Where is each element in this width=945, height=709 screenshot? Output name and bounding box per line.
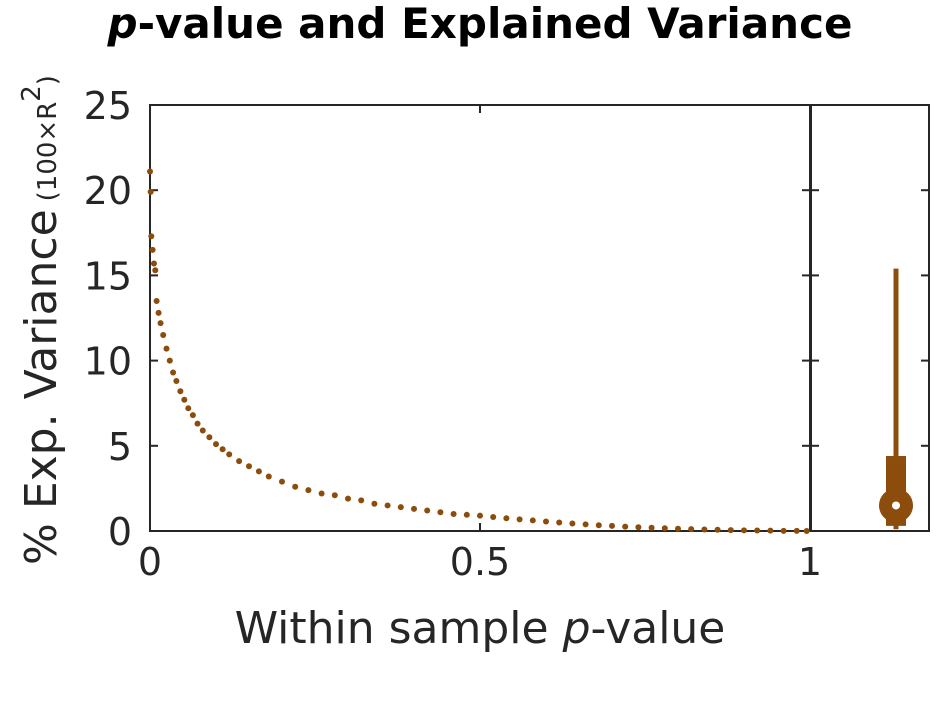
- scatter-point: [331, 492, 338, 499]
- x-tick-label: 0: [138, 540, 162, 584]
- scatter-point: [279, 478, 285, 485]
- scatter-point: [384, 502, 391, 509]
- scatter-point: [516, 516, 523, 523]
- scatter-point: [173, 378, 180, 385]
- scatter-point: [152, 267, 159, 274]
- scatter-point: [265, 473, 272, 480]
- scatter-point: [147, 188, 154, 195]
- chart-title-main: -value and Explained Variance: [138, 0, 853, 48]
- x-axis-label-suffix: -value: [591, 603, 726, 654]
- boxplot-frame: [810, 104, 930, 532]
- scatter-point: [397, 504, 404, 511]
- x-tick-label: 1: [798, 540, 822, 584]
- scatter-point: [450, 510, 457, 517]
- scatter-point: [255, 468, 262, 475]
- scatter-point: [661, 525, 668, 532]
- scatter-point: [213, 441, 219, 448]
- scatter-point: [793, 527, 800, 534]
- scatter-point: [153, 297, 160, 304]
- y-tick-label: 20: [84, 169, 132, 213]
- scatter-point: [160, 332, 167, 339]
- scatter-point: [170, 369, 177, 376]
- scatter-point: [437, 509, 444, 516]
- scatter-point: [595, 522, 602, 529]
- scatter-point: [688, 526, 695, 533]
- scatter-point: [185, 405, 192, 412]
- scatter-point: [371, 500, 378, 507]
- y-axis-label-close: ): [33, 75, 63, 85]
- scatter-point: [206, 434, 213, 441]
- scatter-point: [803, 528, 810, 534]
- scatter-point: [181, 396, 188, 403]
- scatter-point: [189, 412, 196, 419]
- scatter-point: [157, 320, 164, 327]
- x-axis-label: Within sample p-value: [235, 603, 726, 654]
- scatter-point: [609, 522, 615, 529]
- scatter-point: [714, 526, 721, 533]
- scatter-point: [569, 520, 576, 527]
- scatter-points: [147, 168, 810, 534]
- scatter-point: [166, 357, 173, 364]
- scatter-point: [345, 495, 351, 502]
- scatter-point: [292, 483, 299, 490]
- scatter-point: [701, 526, 708, 533]
- chart-title-italic: p: [107, 0, 138, 48]
- scatter-point: [358, 497, 365, 504]
- chart-title: p-value and Explained Variance: [107, 0, 853, 48]
- x-axis-label-prefix: Within sample: [235, 603, 563, 654]
- scatter-point: [780, 527, 787, 534]
- boxplot-ticks: [811, 104, 929, 532]
- y-tick-label: 10: [84, 340, 132, 384]
- scatter-point: [727, 527, 734, 534]
- scatter-point: [149, 246, 156, 253]
- scatter-point: [477, 512, 483, 519]
- scatter-point: [424, 507, 431, 514]
- y-tick-label: 25: [84, 84, 132, 128]
- scatter-point: [150, 260, 157, 267]
- scatter-point: [741, 527, 747, 534]
- scatter-point: [675, 525, 681, 532]
- scatter-point: [148, 233, 155, 240]
- scatter-point: [305, 487, 312, 494]
- scatter-point: [236, 458, 243, 465]
- boxplot-median-dot: [892, 501, 900, 510]
- x-tick-label: 0.5: [450, 540, 510, 584]
- scatter-point: [199, 427, 206, 434]
- scatter-point: [490, 514, 497, 521]
- x-axis-label-italic: p: [562, 603, 591, 654]
- scatter-point: [648, 524, 655, 531]
- scatter-point: [582, 521, 589, 528]
- scatter-point: [163, 345, 170, 352]
- scatter-point: [556, 519, 563, 526]
- scatter-point: [318, 490, 325, 497]
- scatter-point: [219, 446, 226, 453]
- scatter-point: [635, 524, 642, 531]
- y-axis-label-sup: 2: [17, 85, 47, 102]
- y-axis-label-sub: (100×R: [33, 102, 63, 202]
- scatter-point: [503, 515, 510, 522]
- scatter-point: [767, 527, 774, 534]
- y-tick-label: 5: [108, 425, 132, 469]
- scatter-point: [463, 511, 470, 518]
- scatter-point: [177, 388, 184, 395]
- scatter-point: [543, 518, 549, 525]
- y-axis-label: % Exp. Variance (100×R2): [16, 75, 67, 565]
- scatter-point: [622, 523, 629, 530]
- y-axis-label-main: % Exp. Variance: [16, 209, 67, 565]
- scatter-point: [226, 451, 233, 458]
- boxplot: [879, 268, 913, 530]
- scatter-point: [147, 168, 153, 175]
- scatter-point: [246, 463, 252, 470]
- scatter-point: [194, 420, 201, 427]
- scatter-point: [529, 517, 536, 524]
- scatter-point: [155, 309, 162, 316]
- y-tick-label: 0: [108, 510, 132, 554]
- y-tick-label: 15: [84, 254, 132, 298]
- scatter-point: [754, 527, 761, 534]
- scatter-point: [411, 505, 417, 512]
